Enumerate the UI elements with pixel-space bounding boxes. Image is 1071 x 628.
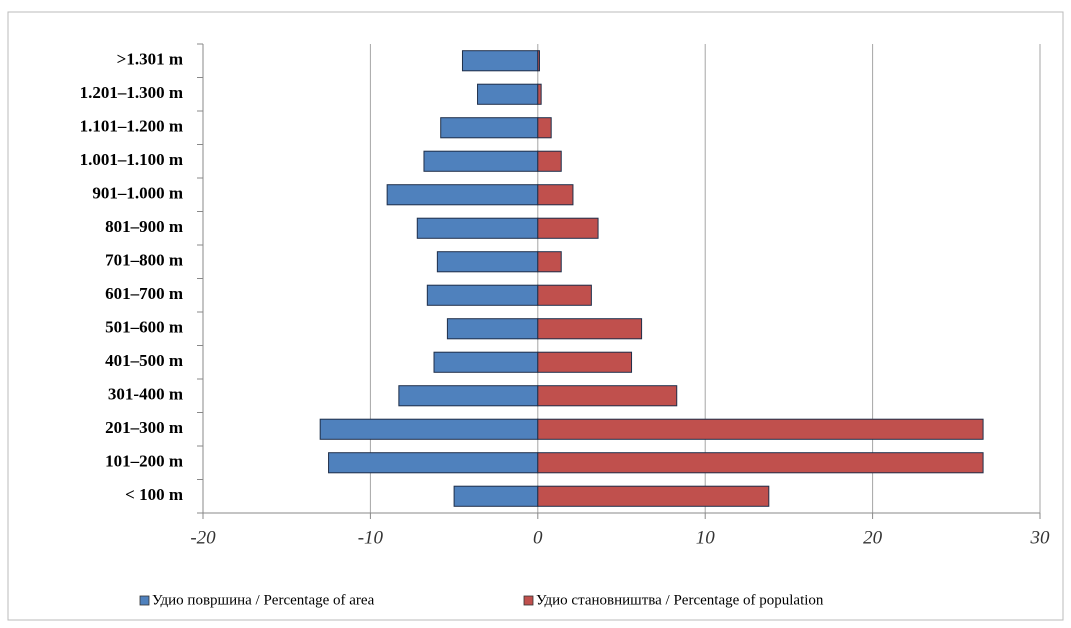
y-tick-label: 1.101–1.200 m [80,117,183,136]
bar [423,150,539,172]
bar [319,418,539,440]
x-tick-label: 20 [863,527,883,548]
bar [453,485,539,507]
y-tick-label: 401–500 m [105,351,183,370]
bar [537,351,633,373]
y-tick-label: >1.301 m [117,50,183,69]
legend-label: Удио становништва / Percentage of popula… [536,592,824,608]
x-tick-label: -20 [190,527,216,548]
x-tick-label: 0 [533,527,543,548]
y-tick-label: 501–600 m [105,318,183,337]
bar [537,251,562,273]
x-tick-label: -10 [358,527,384,548]
y-tick-label: 601–700 m [105,284,183,303]
y-tick-label: 101–200 m [105,452,183,471]
bar [461,50,539,72]
bar [537,418,984,440]
y-tick-label: 801–900 m [105,217,183,236]
y-tick-label: 901–1.000 m [92,184,183,203]
bar [398,385,539,407]
legend-swatch [523,595,534,606]
y-tick-label: 1.001–1.100 m [80,150,183,169]
y-tick-label: 301-400 m [108,385,183,404]
bar [537,217,599,239]
bar [537,485,770,507]
y-tick-label: 701–800 m [105,251,183,270]
bar [537,150,562,172]
bar [537,318,643,340]
x-tick-label: 10 [696,527,716,548]
bar [537,452,984,474]
y-tick-label: 1.201–1.300 m [80,83,183,102]
bar [537,117,552,139]
bar [537,284,592,306]
bar [436,251,539,273]
bar [477,83,539,105]
bar [386,184,539,206]
bar [537,83,542,105]
bar [537,385,678,407]
y-tick-label: 201–300 m [105,418,183,437]
bar [446,318,539,340]
legend-label: Удио површина / Percentage of area [152,592,375,608]
bar [440,117,539,139]
bar [416,217,539,239]
y-tick-label: < 100 m [125,485,183,504]
chart-frame [7,11,1064,621]
bar [328,452,539,474]
x-tick-label: 30 [1030,527,1051,548]
bar [426,284,539,306]
bar [433,351,539,373]
bar [537,184,574,206]
bar [537,50,540,72]
legend-swatch [139,595,150,606]
